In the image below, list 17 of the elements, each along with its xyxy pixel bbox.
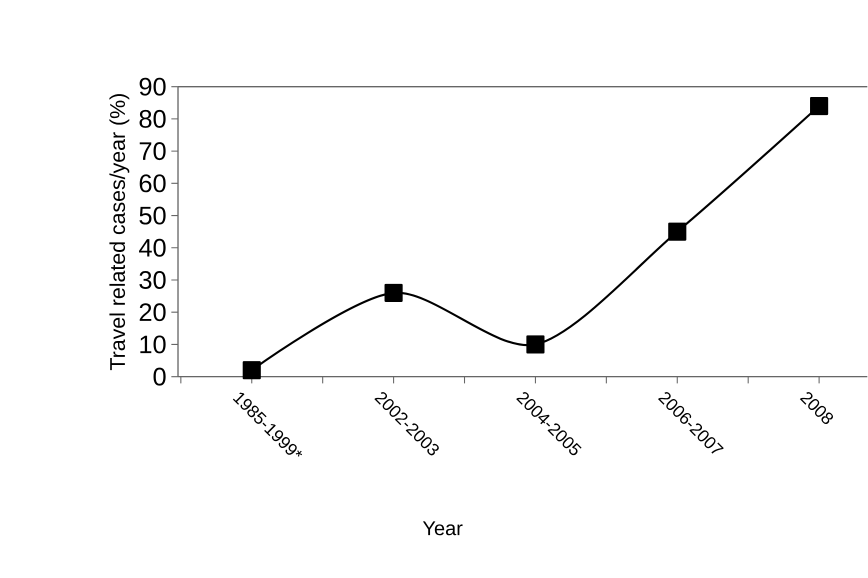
- point: [384, 284, 403, 302]
- point: [242, 361, 261, 380]
- y-tick-label: 50: [139, 206, 166, 225]
- y-tick-label: 80: [140, 110, 166, 128]
- x-axis-title: Year: [422, 521, 463, 536]
- y-tick-label: 70: [140, 142, 166, 160]
- y-tick-label: 20: [140, 303, 166, 322]
- y-axis-title: Travel related cases/year (%): [109, 94, 130, 370]
- point: [526, 335, 544, 354]
- y-tick-label: 30: [139, 271, 166, 289]
- point: [668, 222, 686, 241]
- point: [810, 96, 828, 116]
- y-tick-label: 0: [154, 368, 166, 386]
- y-tick-label: 60: [140, 174, 166, 192]
- y-tick-label: 40: [139, 238, 166, 257]
- y-tick-label: 90: [140, 78, 166, 96]
- y-tick-label: 10: [140, 335, 166, 354]
